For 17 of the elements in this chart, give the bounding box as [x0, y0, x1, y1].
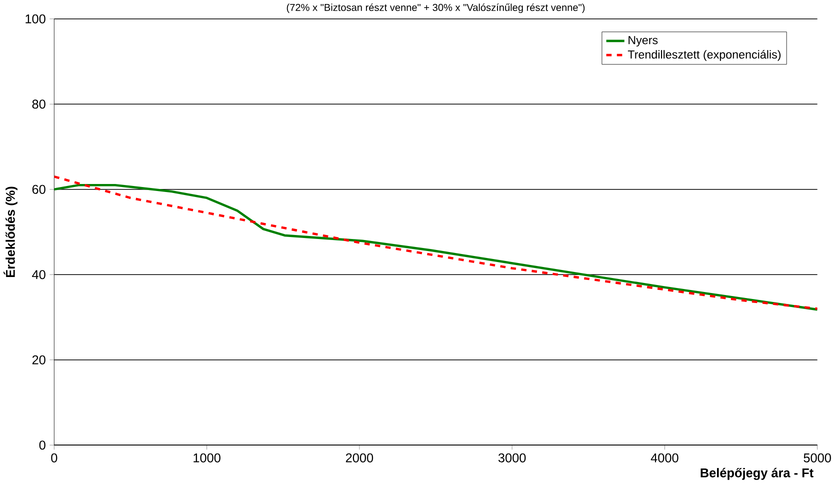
- x-tick-label: 2000: [346, 453, 374, 462]
- y-tick-label: 100: [26, 14, 46, 24]
- y-tick-label: 60: [32, 184, 46, 194]
- x-tick-label: 4000: [650, 453, 678, 462]
- y-axis-title: Érdeklődés (%): [4, 186, 18, 277]
- x-tick-label: 3000: [498, 453, 526, 462]
- legend-label: Nyers: [628, 36, 658, 46]
- y-tick-label: 0: [39, 440, 46, 450]
- chart-subtitle: (72% x "Biztosan részt venne" + 30% x "Valószínűleg részt venne"): [286, 3, 585, 13]
- legend-label: Trendillesztett (exponenciális): [628, 50, 781, 61]
- y-tick-label: 20: [32, 355, 46, 364]
- x-tick-label: 5000: [804, 453, 831, 462]
- y-tick-label: 40: [32, 270, 46, 279]
- x-tick-label: 1000: [194, 453, 220, 462]
- y-tick-label: 80: [32, 99, 46, 108]
- x-tick-label: 0: [51, 453, 58, 462]
- x-axis-title: Belépőjegy ára - Ft: [700, 468, 814, 480]
